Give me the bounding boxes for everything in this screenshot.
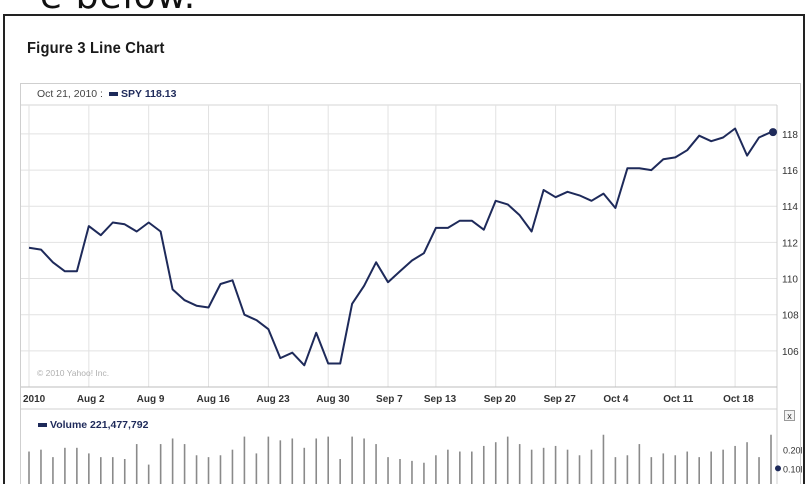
volume-tick-label: 0.20B [783, 446, 802, 456]
volume-legend-swatch [38, 423, 47, 428]
x-tick-label: Oct 11 [663, 394, 693, 405]
x-tick-label: Oct 18 [723, 394, 754, 405]
x-tick-label: Aug 2 [77, 394, 105, 405]
x-tick-label: Sep 13 [424, 394, 457, 405]
price-legend: Oct 21, 2010 : SPY 118.13 [37, 88, 176, 100]
y-tick-label: 116 [782, 166, 798, 177]
volume-tick-label: 0.10B [783, 464, 802, 474]
legend-series-name: SPY [120, 88, 142, 100]
figure-title: Figure 3 Line Chart [27, 40, 165, 57]
y-tick-label: 108 [782, 311, 799, 322]
x-tick-label: Sep 20 [484, 394, 517, 405]
y-tick-label: 112 [782, 238, 798, 249]
x-tick-label: Aug 9 [137, 394, 165, 405]
x-tick-label: Sep 7 [376, 394, 403, 405]
volume-legend: Volume 221,477,792 [38, 419, 148, 431]
x-tick-label: Aug 16 [197, 394, 231, 405]
cropped-caption-text: e below. [40, 0, 196, 17]
close-icon: x [787, 411, 792, 421]
last-value-marker [769, 128, 777, 137]
y-tick-label: 118 [782, 130, 798, 141]
volume-last-marker [775, 465, 781, 472]
x-tick-label: Aug 30 [316, 394, 350, 405]
copyright-text: © 2010 Yahoo! Inc. [37, 368, 110, 378]
x-tick-label: Sep 27 [544, 394, 577, 405]
y-tick-label: 110 [782, 275, 798, 286]
y-tick-label: 106 [782, 347, 799, 358]
series-line-spy [28, 127, 772, 367]
price-chart: 106 108 110 112 114 116 118 2010 Aug 2 Aug 9 Aug 1… [21, 104, 802, 484]
close-volume-button[interactable]: x [784, 410, 795, 421]
legend-swatch [108, 92, 118, 97]
legend-date: Oct 21, 2010 : [37, 88, 103, 100]
volume-legend-label: Volume 221,477,792 [50, 419, 149, 431]
chart-panel: 106 108 110 112 114 116 118 2010 Aug 2 Aug 9 Aug 1… [20, 83, 802, 484]
x-tick-label: 2010 [23, 394, 46, 405]
y-tick-label: 114 [782, 202, 798, 213]
legend-series-value: 118.13 [144, 88, 177, 100]
x-tick-label: Aug 23 [256, 394, 290, 405]
figure-frame: Figure 3 Line Chart 106 108 110 112 114 116 11… [3, 14, 805, 484]
x-tick-label: Oct 4 [603, 394, 628, 405]
